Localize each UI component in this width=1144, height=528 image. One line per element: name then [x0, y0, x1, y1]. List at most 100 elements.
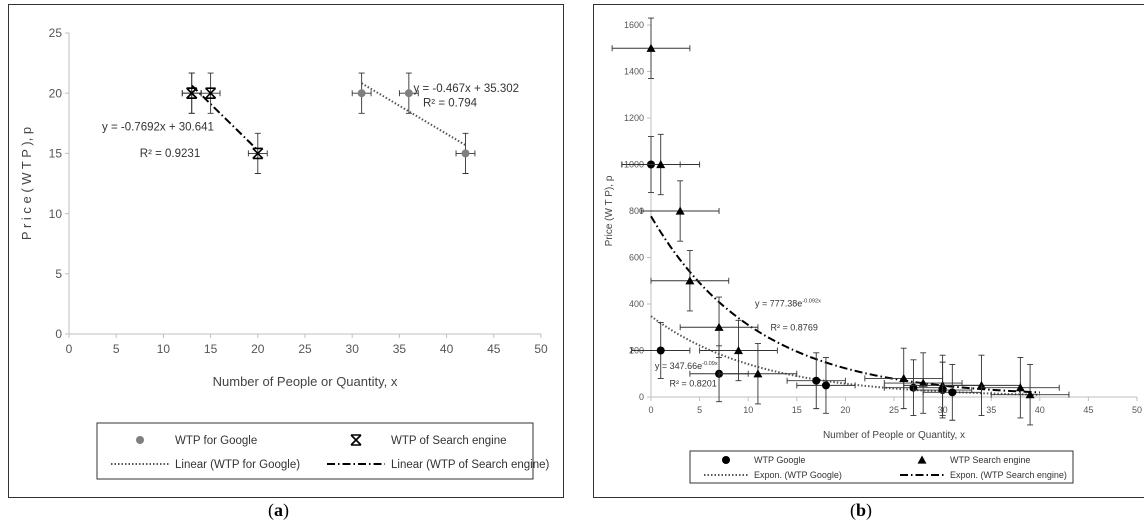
trendline-equation-label: y = 347.66e-0.09x — [655, 361, 718, 371]
trendline-1 — [650, 315, 1040, 396]
trendline-1 — [361, 82, 466, 146]
data-point-triangle — [733, 346, 743, 355]
data-point-star — [186, 87, 198, 99]
data-point-triangle — [646, 43, 656, 52]
caption-a-letter: a — [274, 500, 283, 520]
x-tick-label: 15 — [204, 342, 218, 356]
chart-panel-b: 0 5 10 15 20 25 30 35 40 45 50 0 200 400 600 800 1000 120… — [593, 4, 1144, 498]
data-point-star — [252, 147, 264, 160]
y-tick-label: 15 — [49, 147, 63, 161]
data-point-triangle — [918, 378, 928, 387]
trendline-equation-label: R² = 0.8769 — [771, 323, 818, 333]
trendline-2 — [191, 84, 259, 152]
data-point-circle — [812, 376, 821, 385]
annotation-superscript: -0.092x — [802, 298, 821, 304]
legend-label: WTP Google — [754, 455, 805, 465]
annotation-text: y = 347.66e — [655, 361, 702, 371]
y-tick-label: 1600 — [624, 20, 644, 30]
annotation-text: R² = 0.794 — [423, 97, 478, 109]
data-point-star — [205, 87, 217, 99]
annotation-text: R² = 0.8201 — [669, 379, 716, 389]
trendline-equation-label: R² = 0.9231 — [140, 148, 200, 160]
data-point-triangle — [753, 369, 763, 378]
x-tick-label: 0 — [648, 405, 653, 415]
legend-box — [96, 422, 534, 480]
data-point-circle — [821, 381, 830, 390]
y-tick-label: 800 — [629, 206, 644, 216]
y-tick-label: 600 — [629, 253, 644, 263]
data-point-triangle — [1025, 390, 1035, 399]
data-point-triangle — [675, 206, 685, 215]
annotation-text: y = 777.38e — [755, 298, 802, 308]
x-tick-label: 45 — [487, 342, 501, 356]
legend-label: WTP of Search engine — [391, 435, 507, 447]
data-point-triangle — [656, 160, 666, 169]
legend-symbol-triangle — [917, 455, 927, 464]
trendline-equation-label: y = 777.38e-0.092x — [755, 298, 821, 308]
legend-label: WTP Search engine — [950, 455, 1030, 465]
x-tick-label: 5 — [113, 342, 120, 356]
legend-symbol-circle — [722, 456, 730, 464]
y-axis-title: P r i c e ( W T P ), p — [19, 127, 34, 240]
legend-label: Expon. (WTP Search engine) — [950, 470, 1067, 480]
data-point-circle — [948, 388, 957, 397]
y-tick-label: 400 — [629, 299, 644, 309]
x-tick-label: 50 — [1132, 405, 1142, 415]
y-tick-label: 20 — [49, 86, 63, 100]
y-tick-label: 5 — [55, 267, 62, 281]
data-point-triangle — [1015, 383, 1025, 392]
trendline-equation-label: R² = 0.8201 — [669, 379, 716, 389]
data-point-circle — [461, 149, 470, 158]
legend-label: Linear (WTP of Search engine) — [391, 459, 549, 471]
trendline-equation-label: y = -0.7692x + 30.641 — [102, 122, 214, 134]
x-tick-label: 20 — [251, 342, 265, 356]
trendline-equation-label: R² = 0.794 — [423, 97, 478, 109]
legend-symbol-star — [350, 434, 362, 446]
y-tick-label: 10 — [49, 207, 63, 221]
x-tick-label: 0 — [66, 342, 73, 356]
x-axis-title: Number of People or Quantity, x — [213, 374, 398, 389]
x-tick-label: 25 — [889, 405, 899, 415]
annotation-text: R² = 0.9231 — [140, 148, 200, 160]
legend-symbol-circle — [136, 436, 144, 444]
y-tick-label: 0 — [55, 327, 62, 341]
trendline-2 — [650, 215, 1040, 394]
x-tick-label: 30 — [346, 342, 360, 356]
annotation-text: y = -0.7692x + 30.641 — [102, 122, 214, 134]
x-axis-title: Number of People or Quantity, x — [823, 430, 965, 441]
x-tick-label: 40 — [440, 342, 454, 356]
y-tick-label: 1200 — [624, 113, 644, 123]
y-tick-label: 25 — [49, 26, 63, 40]
legend-box — [689, 450, 1074, 484]
x-tick-label: 10 — [157, 342, 171, 356]
caption-b: (b) — [850, 500, 873, 520]
x-tick-label: 15 — [792, 405, 802, 415]
annotation-superscript: -0.09x — [702, 361, 718, 367]
x-tick-label: 35 — [986, 405, 996, 415]
x-tick-label: 35 — [393, 342, 407, 356]
x-tick-label: 10 — [743, 405, 753, 415]
chart-a-svg: 0 5 10 15 20 25 30 35 40 45 50 0 5 10 15 20 25 Number of … — [19, 26, 549, 480]
x-tick-label: 50 — [534, 342, 548, 356]
y-tick-label: 1400 — [624, 67, 644, 77]
annotation-text: R² = 0.8769 — [771, 323, 818, 333]
caption-a: (a) — [268, 500, 289, 520]
data-point-triangle — [685, 276, 695, 285]
x-tick-label: 45 — [1083, 405, 1093, 415]
chart-panel-a: 0 5 10 15 20 25 30 35 40 45 50 0 5 10 15 20 25 Number of … — [8, 4, 564, 498]
data-point-triangle — [899, 373, 909, 382]
data-point-triangle — [714, 322, 724, 331]
legend-label: Expon. (WTP Google) — [754, 470, 842, 480]
chart-b-svg: 0 5 10 15 20 25 30 35 40 45 5002004006008001000120… — [604, 17, 1142, 484]
legend-label: Linear (WTP for Google) — [175, 459, 300, 471]
caption-b-letter: b — [856, 500, 867, 520]
x-tick-label: 40 — [1035, 405, 1045, 415]
x-tick-label: 20 — [840, 405, 850, 415]
data-point-circle — [357, 89, 366, 98]
annotation-text: y = -0.467x + 35.302 — [414, 83, 520, 95]
x-tick-label: 5 — [697, 405, 702, 415]
x-tick-label: 25 — [298, 342, 312, 356]
y-tick-label: 0 — [639, 392, 644, 402]
data-point-circle — [656, 346, 665, 355]
legend-label: WTP for Google — [175, 435, 257, 447]
